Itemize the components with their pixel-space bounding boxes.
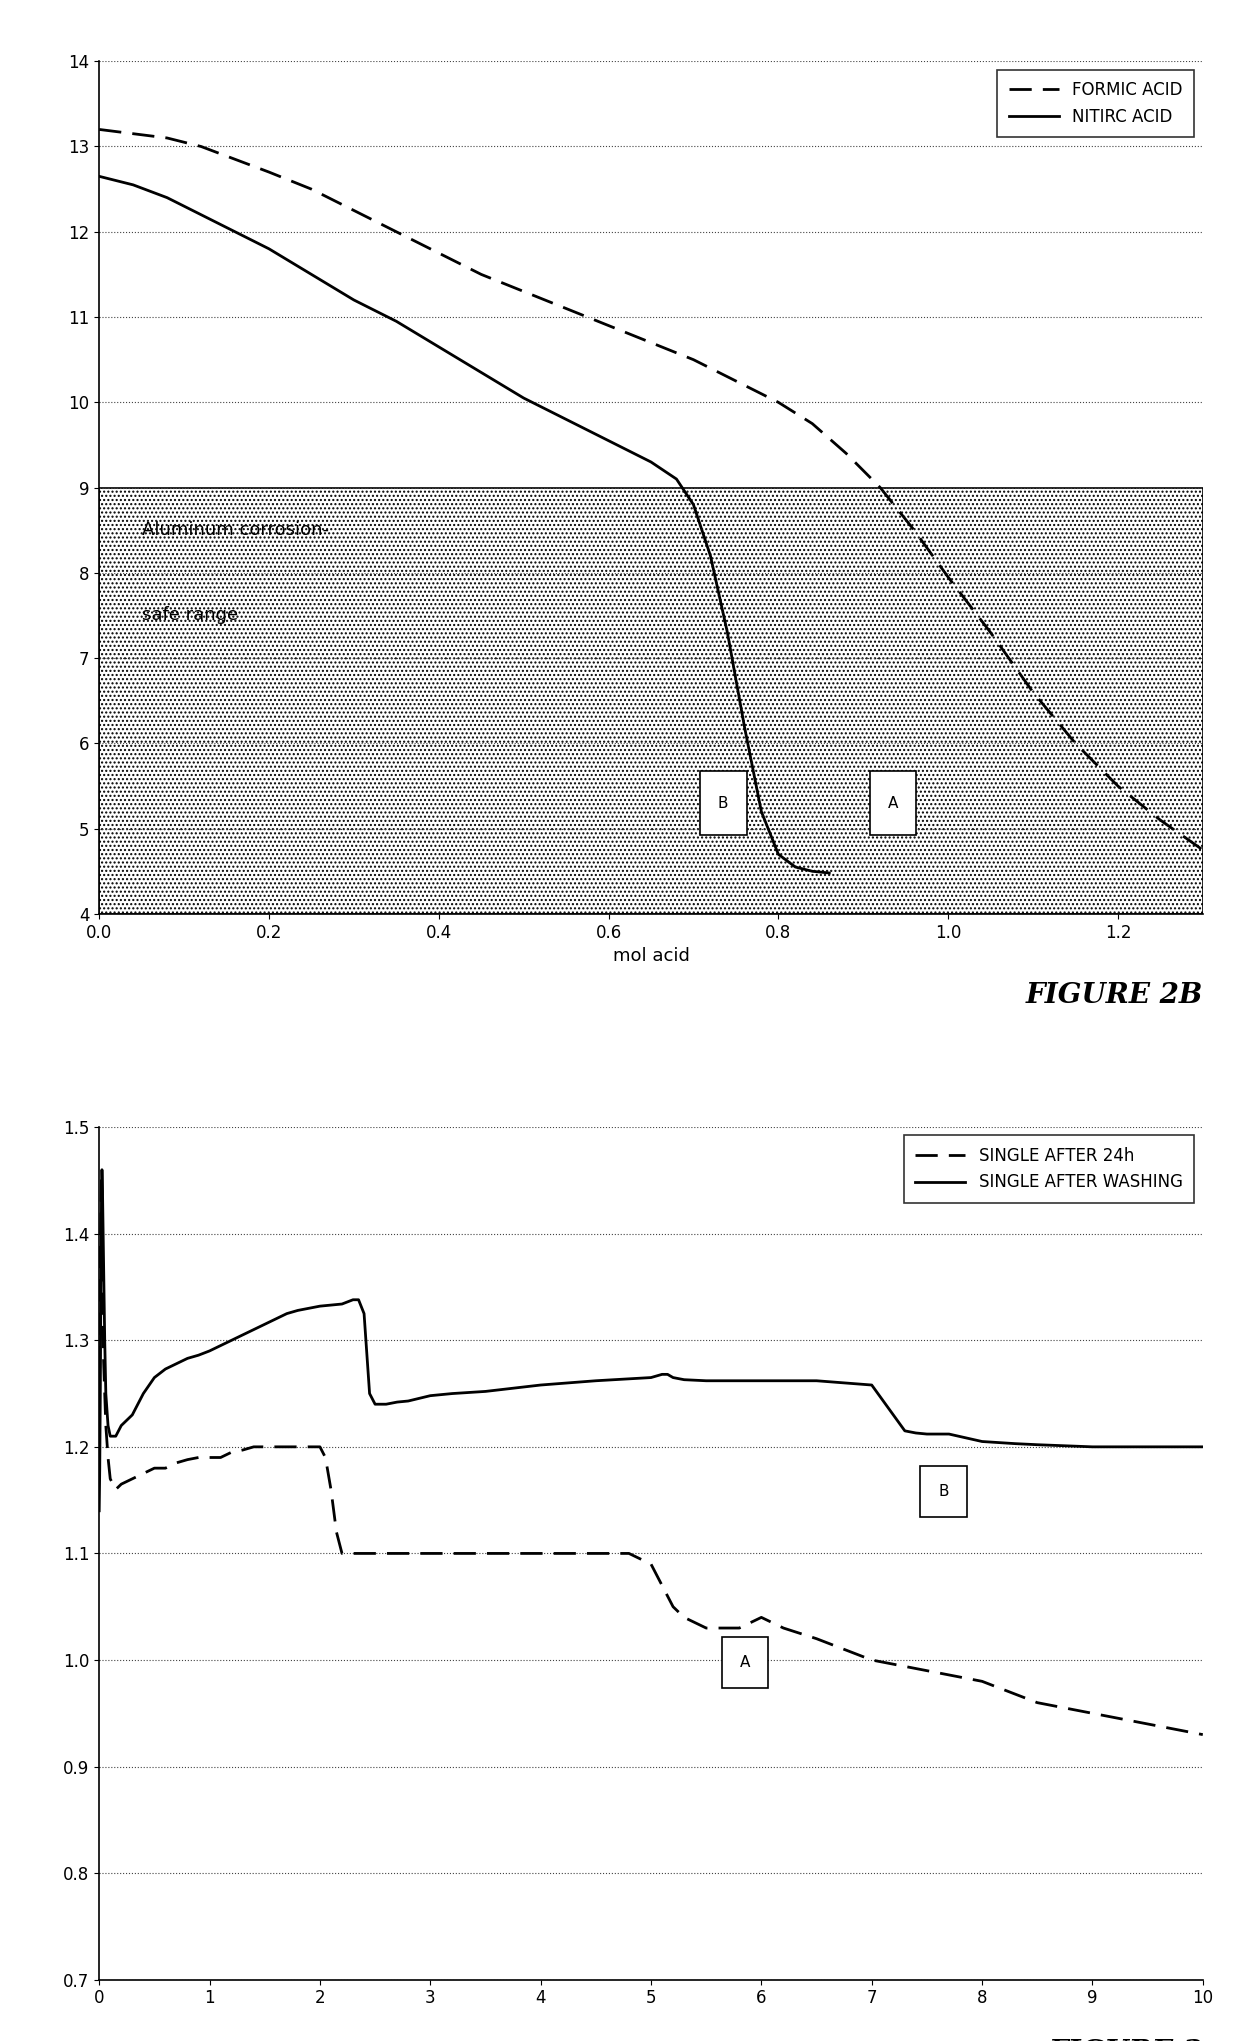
FORMIC ACID <box>516 280 531 304</box>
FORMIC ACID <box>771 390 786 414</box>
NITIRC ACID <box>787 855 802 880</box>
NITIRC ACID <box>304 261 319 286</box>
NITIRC ACID <box>125 173 140 198</box>
Line: NITIRC ACID: NITIRC ACID <box>99 176 830 874</box>
NITIRC ACID <box>432 335 446 359</box>
NITIRC ACID <box>822 861 837 886</box>
FORMIC ACID <box>92 116 107 141</box>
Bar <box>869 771 916 835</box>
SINGLE AFTER WASHING <box>94 1157 109 1182</box>
Text: B: B <box>718 796 728 810</box>
Legend: FORMIC ACID, NITIRC ACID: FORMIC ACID, NITIRC ACID <box>997 69 1194 137</box>
FORMIC ACID <box>644 331 658 355</box>
SINGLE AFTER 24h <box>94 1167 109 1192</box>
FORMIC ACID <box>346 198 361 222</box>
FORMIC ACID <box>193 135 208 159</box>
NITIRC ACID <box>805 859 820 884</box>
SINGLE AFTER WASHING <box>1195 1435 1210 1459</box>
FORMIC ACID <box>1111 774 1126 798</box>
NITIRC ACID <box>262 237 277 261</box>
FORMIC ACID <box>941 565 956 590</box>
NITIRC ACID <box>771 843 786 867</box>
SINGLE AFTER 24h <box>247 1435 262 1459</box>
Text: A: A <box>888 796 898 810</box>
Text: FIGURE 2B: FIGURE 2B <box>1025 982 1203 1008</box>
FORMIC ACID <box>125 122 140 147</box>
SINGLE AFTER 24h <box>810 1627 825 1651</box>
NITIRC ACID <box>703 543 718 567</box>
NITIRC ACID <box>346 288 361 312</box>
FORMIC ACID <box>906 518 921 543</box>
SINGLE AFTER 24h <box>346 1541 361 1565</box>
NITIRC ACID <box>92 163 107 188</box>
Bar <box>99 488 1203 914</box>
SINGLE AFTER 24h <box>1195 1723 1210 1747</box>
FORMIC ACID <box>1195 837 1210 861</box>
NITIRC ACID <box>754 800 769 825</box>
NITIRC ACID <box>559 406 574 431</box>
SINGLE AFTER 24h <box>146 1455 161 1480</box>
NITIRC ACID <box>670 467 684 492</box>
Bar <box>699 771 746 835</box>
NITIRC ACID <box>228 220 243 245</box>
FORMIC ACID <box>838 441 853 465</box>
SINGLE AFTER WASHING <box>98 1382 113 1406</box>
SINGLE AFTER WASHING <box>103 1425 118 1449</box>
NITIRC ACID <box>601 429 616 453</box>
Text: A: A <box>739 1655 750 1670</box>
FORMIC ACID <box>559 296 574 320</box>
FORMIC ACID <box>262 159 277 184</box>
Text: safe range: safe range <box>141 606 238 625</box>
NITIRC ACID <box>720 620 735 645</box>
SINGLE AFTER 24h <box>169 1451 184 1476</box>
Bar <box>920 1465 967 1516</box>
Text: B: B <box>939 1484 949 1498</box>
Bar <box>722 1637 768 1688</box>
SINGLE AFTER 24h <box>92 1455 107 1480</box>
SINGLE AFTER WASHING <box>279 1302 294 1327</box>
FORMIC ACID <box>474 261 489 286</box>
SINGLE AFTER 24h <box>389 1541 404 1565</box>
FORMIC ACID <box>160 127 175 151</box>
FORMIC ACID <box>1068 731 1083 755</box>
NITIRC ACID <box>474 359 489 384</box>
FORMIC ACID <box>1153 808 1168 833</box>
SINGLE AFTER WASHING <box>92 1498 107 1523</box>
NITIRC ACID <box>737 714 751 739</box>
NITIRC ACID <box>686 492 701 516</box>
FORMIC ACID <box>1025 680 1040 704</box>
FORMIC ACID <box>983 620 998 645</box>
FORMIC ACID <box>686 347 701 371</box>
FORMIC ACID <box>304 178 319 202</box>
Legend: SINGLE AFTER 24h, SINGLE AFTER WASHING: SINGLE AFTER 24h, SINGLE AFTER WASHING <box>904 1135 1194 1202</box>
FORMIC ACID <box>873 476 888 500</box>
FORMIC ACID <box>805 412 820 437</box>
NITIRC ACID <box>389 308 404 333</box>
Line: SINGLE AFTER 24h: SINGLE AFTER 24h <box>99 1180 1203 1735</box>
FORMIC ACID <box>601 314 616 339</box>
NITIRC ACID <box>644 449 658 474</box>
Text: Aluminum corrosion-: Aluminum corrosion- <box>141 520 329 539</box>
SINGLE AFTER WASHING <box>677 1367 692 1392</box>
NITIRC ACID <box>193 202 208 227</box>
Line: SINGLE AFTER WASHING: SINGLE AFTER WASHING <box>99 1169 1203 1510</box>
X-axis label: mol acid: mol acid <box>613 947 689 965</box>
FORMIC ACID <box>228 147 243 171</box>
FORMIC ACID <box>432 241 446 265</box>
SINGLE AFTER WASHING <box>312 1294 327 1318</box>
NITIRC ACID <box>516 386 531 410</box>
FORMIC ACID <box>728 369 743 394</box>
Line: FORMIC ACID: FORMIC ACID <box>99 129 1203 849</box>
NITIRC ACID <box>160 186 175 210</box>
SINGLE AFTER WASHING <box>1008 1431 1023 1455</box>
FORMIC ACID <box>389 220 404 245</box>
